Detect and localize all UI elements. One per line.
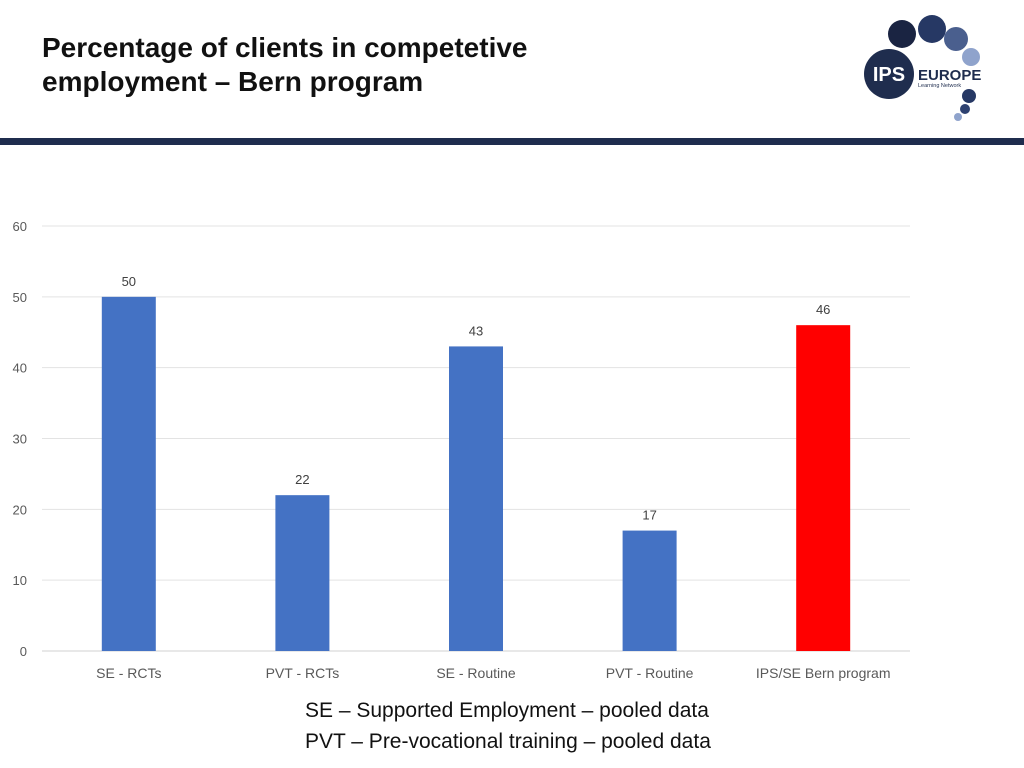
slide-title-line-1: Percentage of clients in competetive xyxy=(42,32,528,63)
y-tick-label: 30 xyxy=(13,432,27,447)
y-tick-label: 60 xyxy=(13,219,27,234)
logo-ips-text: IPS xyxy=(873,64,905,86)
header-rule xyxy=(0,138,1024,145)
footnotes: SE – Supported Employment – pooled data … xyxy=(305,695,711,757)
logo-europe-text: EUROPE xyxy=(918,67,981,84)
bar-chart: 0 10 20 30 40 50 60 50 SE - RCTs 22 PVT - RCTs 43 SE… xyxy=(13,219,910,681)
bar xyxy=(101,296,156,651)
y-tick-label: 10 xyxy=(13,573,27,588)
data-label: 46 xyxy=(816,302,830,317)
slide-title: Percentage of clients in competetive emp… xyxy=(42,31,528,99)
slide-title-line-2: employment – Bern program xyxy=(42,66,424,97)
data-label: 17 xyxy=(642,508,656,523)
bar xyxy=(796,325,851,651)
x-tick-label: PVT - RCTs xyxy=(266,665,340,681)
y-tick-label: 50 xyxy=(13,290,27,305)
logo-dot xyxy=(954,113,962,121)
logo-ips-circle xyxy=(864,49,914,99)
x-tick-label: IPS/SE Bern program xyxy=(756,665,891,681)
y-tick-label: 20 xyxy=(13,502,27,517)
x-tick-label: SE - RCTs xyxy=(96,665,161,681)
bar xyxy=(449,346,503,651)
data-label: 50 xyxy=(122,274,136,289)
ips-europe-logo: IPS EUROPE Learning Network xyxy=(864,15,981,121)
x-tick-label: PVT - Routine xyxy=(606,665,694,681)
logo-tagline-text: Learning Network xyxy=(918,83,961,89)
bar xyxy=(275,495,330,651)
logo-dot xyxy=(918,15,946,43)
data-label: 43 xyxy=(469,323,483,338)
x-tick-label: SE - Routine xyxy=(436,665,516,681)
bar xyxy=(622,530,677,651)
data-label: 22 xyxy=(295,472,309,487)
logo-dot xyxy=(888,20,916,48)
logo-dot xyxy=(960,104,970,114)
footnote-pvt: PVT – Pre-vocational training – pooled d… xyxy=(305,730,711,753)
y-tick-label: 40 xyxy=(13,361,27,376)
footnote-se: SE – Supported Employment – pooled data xyxy=(305,699,709,722)
logo-dot xyxy=(944,27,968,51)
y-tick-label: 0 xyxy=(20,644,27,659)
logo-dot xyxy=(962,89,976,103)
logo-dot xyxy=(962,48,980,66)
